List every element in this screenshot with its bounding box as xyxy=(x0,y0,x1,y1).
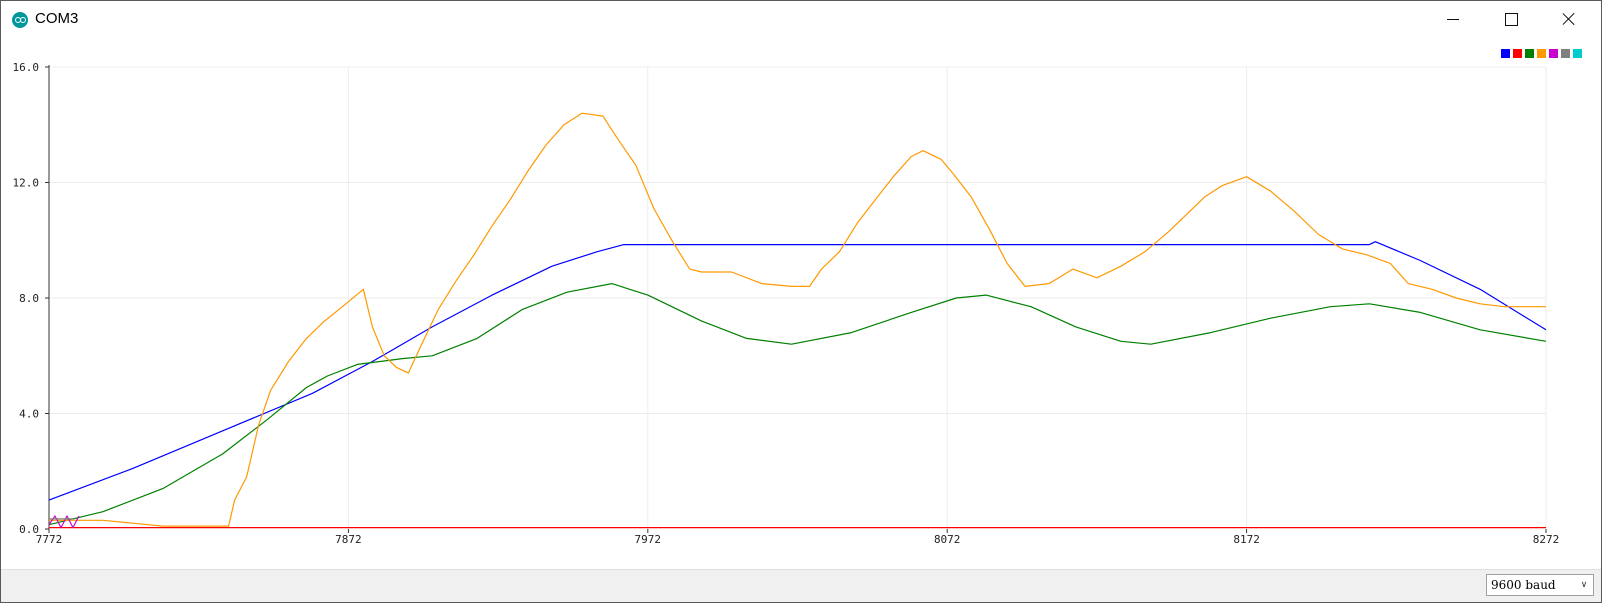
chevron-down-icon: ∨ xyxy=(1580,580,1588,590)
legend-swatch-2 xyxy=(1513,49,1522,58)
series-line-4 xyxy=(49,112,1546,527)
legend-swatch-4 xyxy=(1537,49,1546,58)
y-tick-label: 4.0 xyxy=(19,408,39,421)
title-bar: COM3 xyxy=(1,1,1601,37)
series-lines xyxy=(48,112,1547,529)
legend-swatch-7 xyxy=(1573,49,1582,58)
maximize-icon xyxy=(1504,12,1518,26)
plot-area: 7772 7872 7972 8072 8172 8272 0.0 4.0 8.0 12.0 16.… xyxy=(1,37,1601,569)
baud-rate-value: 9600 baud xyxy=(1491,578,1556,592)
minimize-button[interactable] xyxy=(1425,1,1481,37)
x-tick-label: 8172 xyxy=(1233,533,1260,546)
close-icon xyxy=(1562,12,1576,26)
arduino-icon xyxy=(12,12,28,28)
maximize-button[interactable] xyxy=(1483,1,1539,37)
legend-swatch-3 xyxy=(1525,49,1534,58)
y-tick-label: 0.0 xyxy=(19,523,39,536)
x-tick-label: 8272 xyxy=(1533,533,1560,546)
series-line-3 xyxy=(48,283,1547,526)
y-tick-label: 12.0 xyxy=(13,177,40,190)
legend xyxy=(1501,49,1582,58)
x-tick-label: 7772 xyxy=(36,533,63,546)
close-button[interactable] xyxy=(1541,1,1597,37)
chart-svg: 7772 7872 7972 8072 8172 8272 0.0 4.0 8.0 12.0 16.… xyxy=(13,61,1560,546)
window-title: COM3 xyxy=(35,10,79,27)
series-line-5 xyxy=(48,515,80,529)
grid-lines xyxy=(49,66,1547,529)
baud-rate-select[interactable]: 9600 baud ∨ xyxy=(1486,574,1594,596)
x-tick-label: 7972 xyxy=(635,533,662,546)
legend-swatch-6 xyxy=(1561,49,1570,58)
y-tick-label: 16.0 xyxy=(13,61,40,74)
tick-labels: 7772 7872 7972 8072 8172 8272 0.0 4.0 8.0 12.0 16.… xyxy=(13,61,1560,546)
series-line-1 xyxy=(48,241,1547,501)
axes xyxy=(45,65,1547,533)
y-tick-label: 8.0 xyxy=(19,292,39,305)
legend-swatch-5 xyxy=(1549,49,1558,58)
x-tick-label: 7872 xyxy=(335,533,362,546)
status-bar: 9600 baud ∨ xyxy=(1,569,1601,602)
x-tick-label: 8072 xyxy=(934,533,961,546)
minimize-icon xyxy=(1447,18,1459,20)
legend-swatch-1 xyxy=(1501,49,1510,58)
